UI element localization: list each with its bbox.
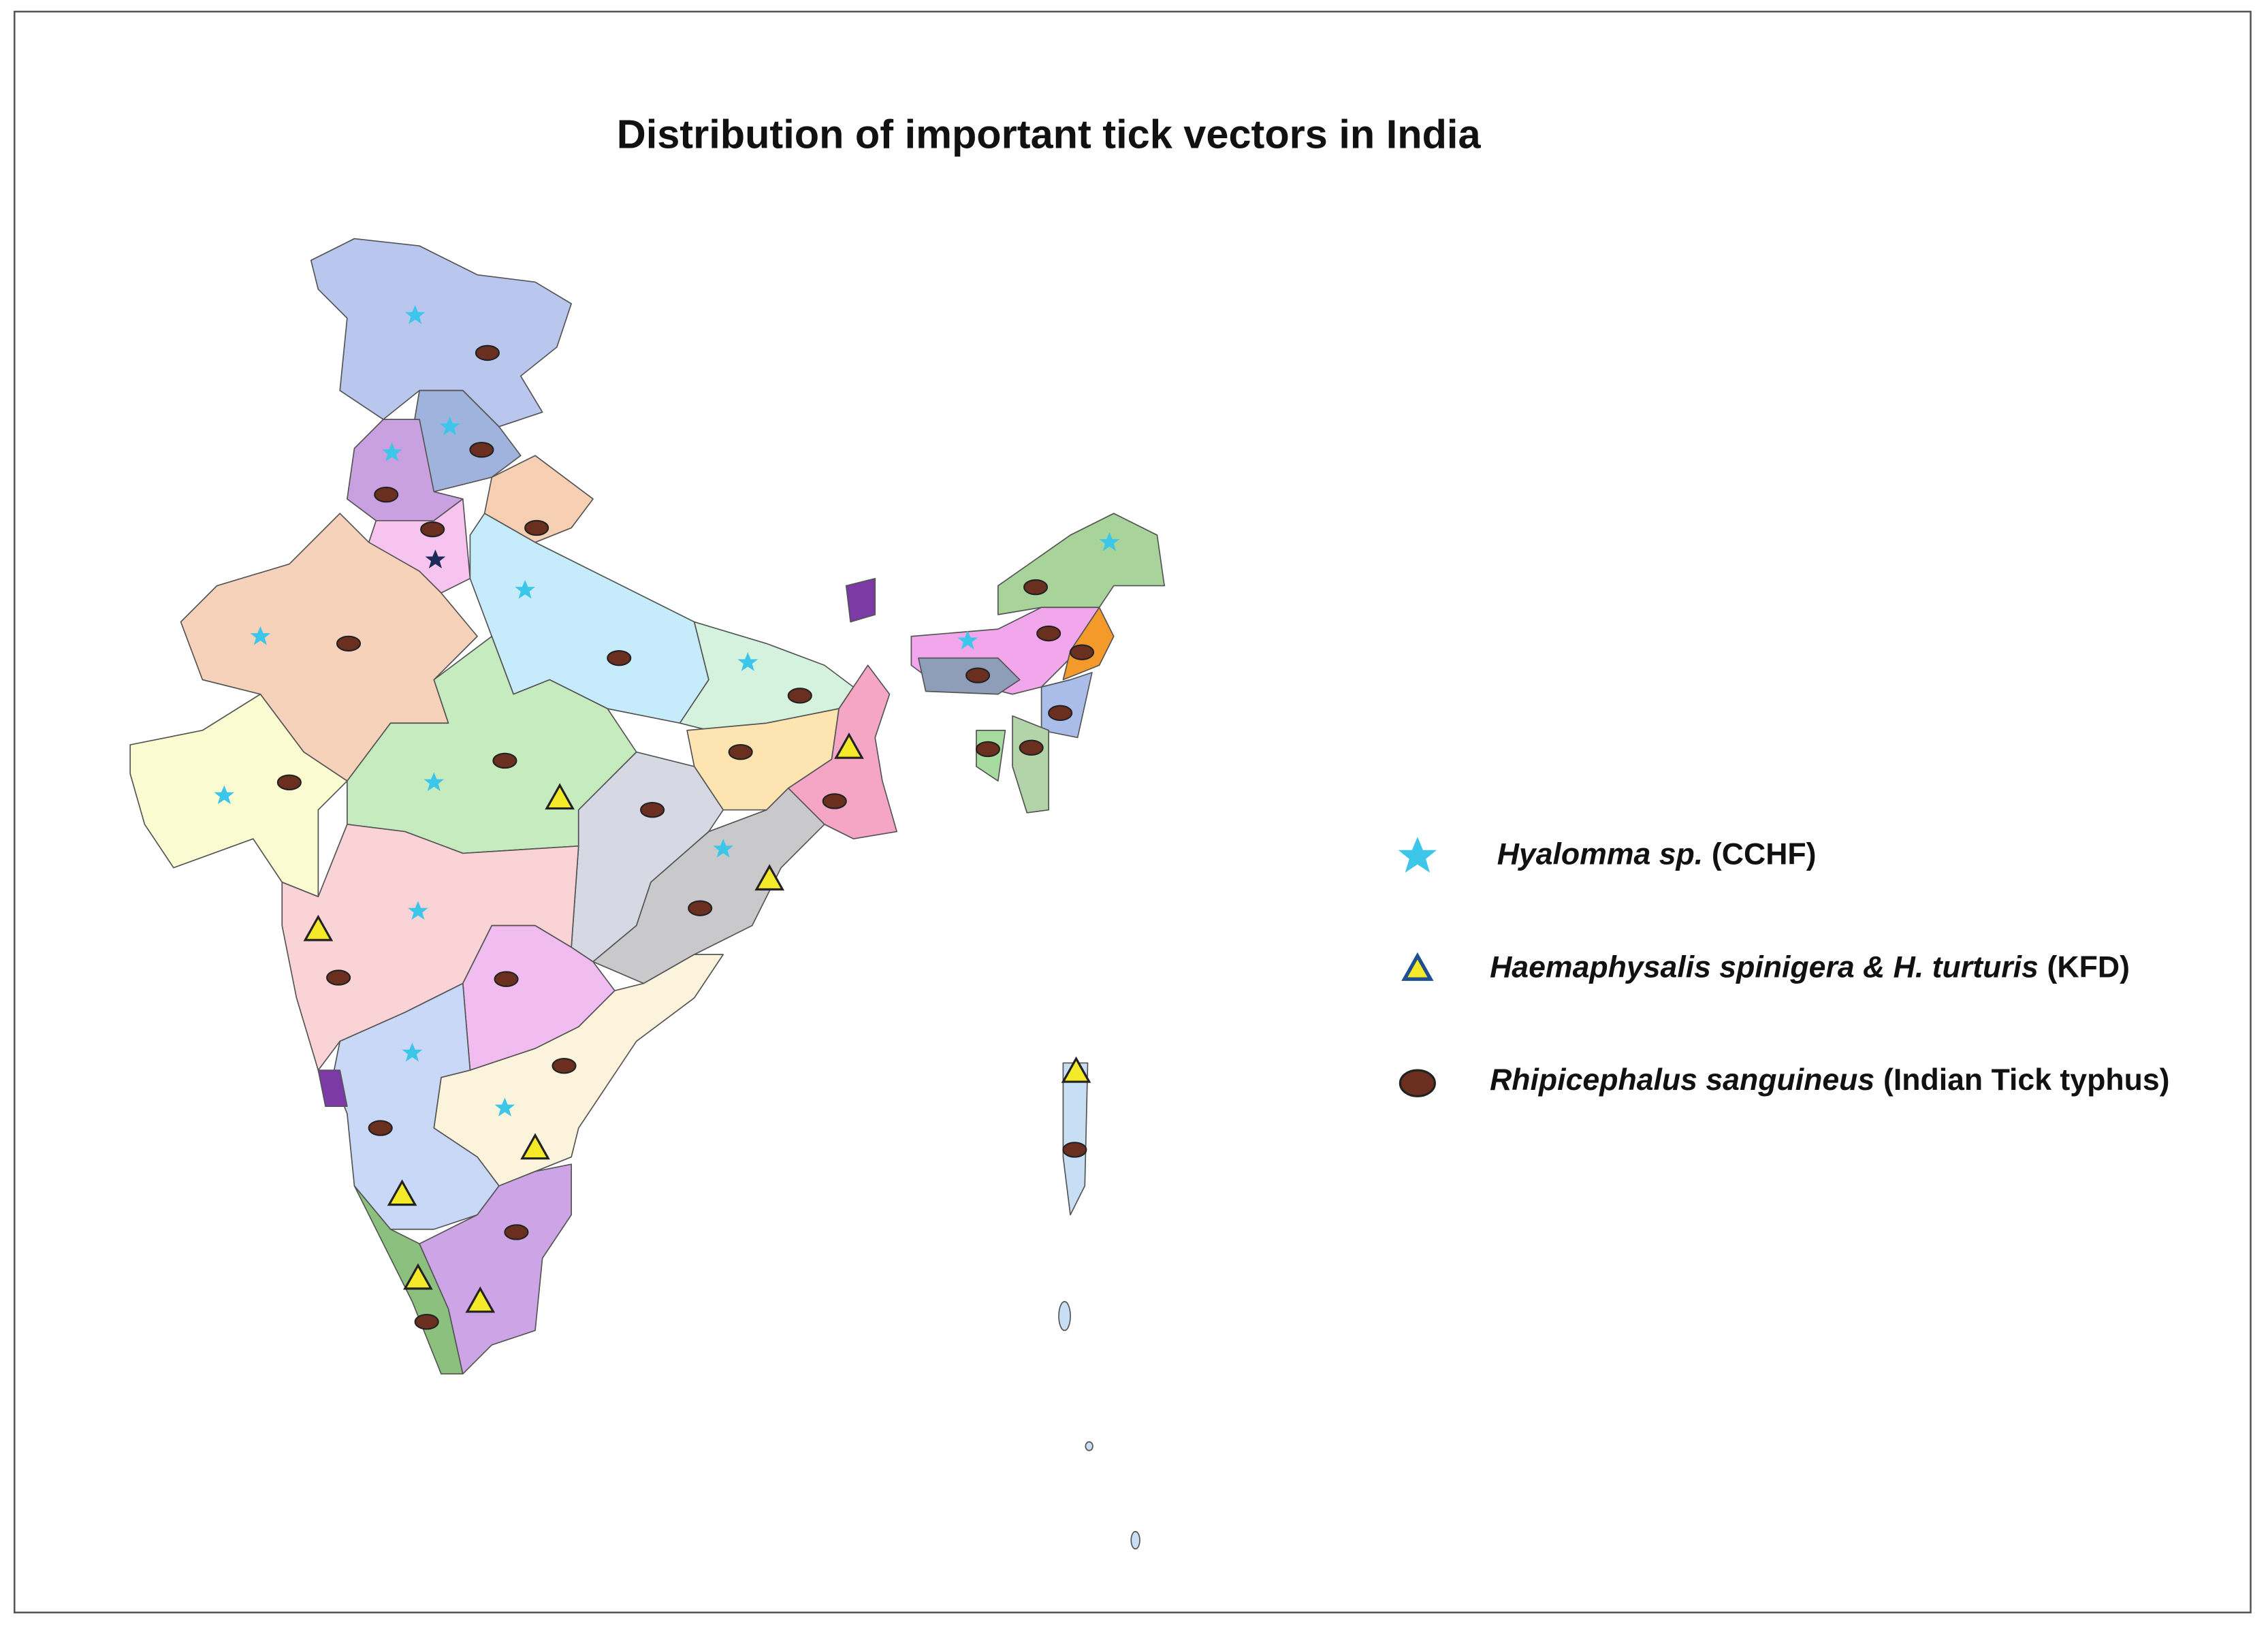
legend-ellipse — [1399, 1069, 1436, 1097]
india-map — [129, 238, 1165, 1550]
ellipse-marker — [1048, 705, 1073, 722]
ellipse-marker — [1023, 579, 1049, 596]
ellipse-marker — [326, 969, 351, 986]
state — [310, 238, 572, 428]
legend: Hyalomma sp. (CCHF) Haemaphysalis spinige… — [1398, 837, 2170, 1097]
islands — [1062, 1062, 1089, 1216]
ellipse-marker — [276, 774, 302, 791]
state — [592, 787, 825, 984]
state — [1040, 672, 1093, 739]
species: Hyalomma sp. — [1497, 837, 1703, 871]
islands — [1085, 1441, 1093, 1451]
state — [317, 1069, 348, 1108]
disease: (KFD) — [2047, 950, 2130, 984]
ellipse-marker — [414, 1314, 439, 1330]
ellipse-marker — [965, 667, 991, 683]
ellipse-marker — [336, 635, 362, 652]
state — [1062, 607, 1115, 681]
ellipse-marker — [374, 486, 399, 503]
ellipse-marker — [524, 519, 549, 536]
state — [433, 954, 724, 1187]
ellipse-marker — [1069, 644, 1095, 660]
ellipse-marker — [475, 344, 500, 361]
islands — [1058, 1301, 1071, 1332]
ellipse-marker — [975, 741, 1000, 758]
species: Haemaphysalis spinigera & H. turturis — [1490, 950, 2039, 984]
disease: (Indian Tick typhus) — [1883, 1063, 2170, 1097]
ellipse-marker — [494, 971, 519, 987]
ellipse-marker — [552, 1058, 577, 1074]
ellipse-marker — [368, 1120, 393, 1136]
ellipse-marker — [607, 649, 632, 666]
ellipse-marker — [640, 802, 665, 818]
ellipse-marker — [420, 521, 445, 538]
legend-label: Haemaphysalis spinigera & H. turturis (KF… — [1490, 950, 2130, 984]
ellipse-marker — [1036, 625, 1061, 642]
ellipse-marker — [688, 900, 713, 916]
ellipse-marker — [1019, 739, 1044, 756]
legend-label: Rhipicephalus sanguineus (Indian Tick typ… — [1490, 1063, 2169, 1097]
state — [419, 1163, 572, 1375]
ellipse-marker — [504, 1224, 529, 1240]
ellipse-marker — [469, 442, 494, 458]
state — [845, 577, 876, 623]
disease: (CCHF) — [1712, 837, 1817, 871]
markers — [214, 305, 1120, 1330]
ellipse-marker — [492, 752, 517, 769]
legend-label: Hyalomma sp. (CCHF) — [1497, 837, 1817, 871]
state — [1012, 715, 1050, 814]
species: Rhipicephalus sanguineus — [1490, 1063, 1874, 1097]
ellipse-marker — [787, 688, 812, 704]
islands — [1130, 1530, 1140, 1550]
ellipse-marker — [822, 793, 847, 809]
map-title: Distribution of important tick vectors i… — [617, 112, 1482, 157]
ellipse-marker — [1062, 1142, 1087, 1158]
ellipse-marker — [728, 744, 753, 760]
